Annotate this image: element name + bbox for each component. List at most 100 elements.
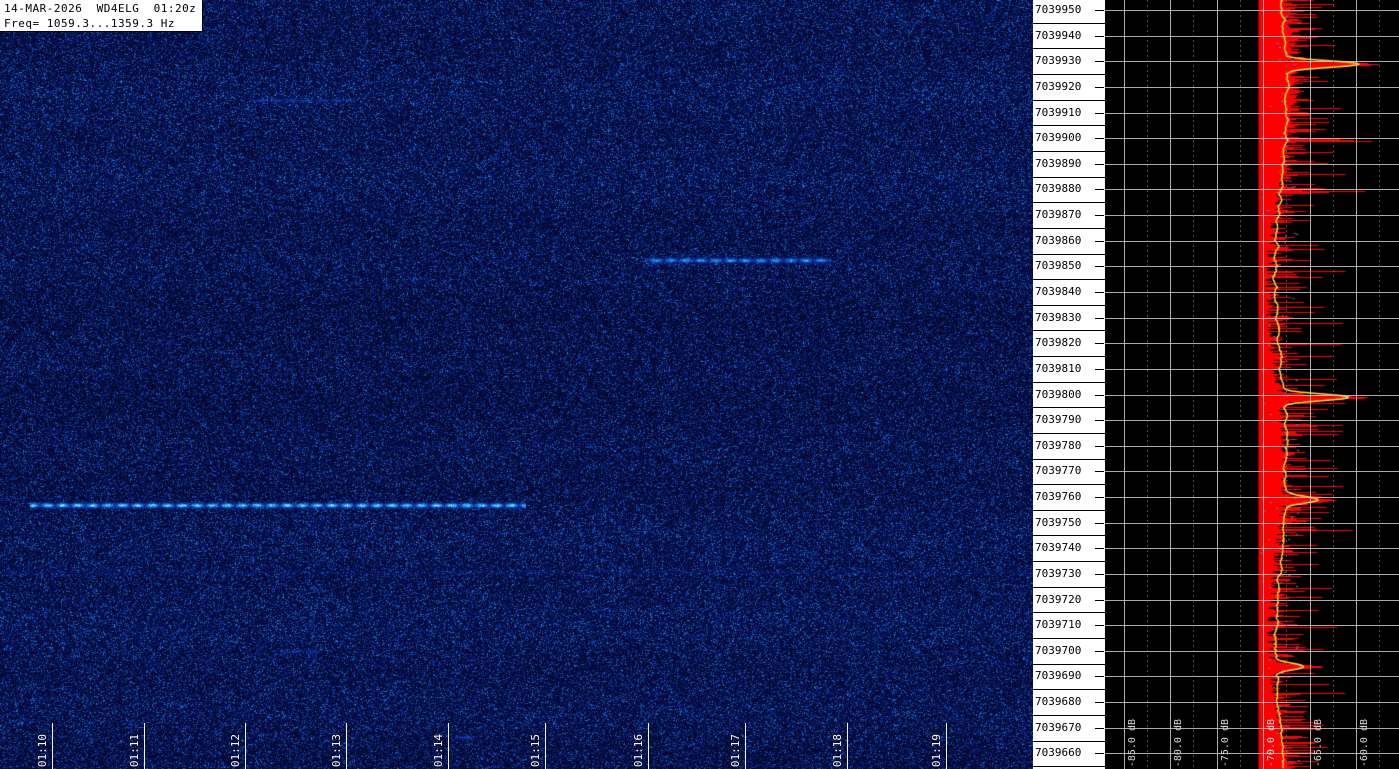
frequency-axis-label: 7039800 (1035, 387, 1082, 401)
spectrum-hgrid (1105, 164, 1399, 165)
frequency-tick-dash (1095, 650, 1104, 652)
frequency-axis-label: 7039880 (1035, 182, 1082, 196)
time-axis-label: 01:16 (632, 733, 645, 767)
frequency-axis-label: 7039750 (1035, 515, 1082, 529)
db-axis-label: -75.0 dB (1220, 718, 1231, 767)
frequency-row-separator (1033, 253, 1105, 255)
frequency-tick-dash (1095, 471, 1104, 473)
frequency-axis-label: 7039890 (1035, 156, 1082, 170)
frequency-tick-dash (1095, 163, 1104, 165)
frequency-axis-label: 7039700 (1035, 643, 1082, 657)
spectrum-hgrid (1105, 10, 1399, 11)
frequency-row-separator (1033, 279, 1105, 281)
spectrum-hgrid (1105, 548, 1399, 549)
spectrum-hgrid (1105, 87, 1399, 88)
spectrum-vgrid-minor (1286, 0, 1287, 769)
spectrum-vgrid-minor (1147, 0, 1148, 769)
time-axis-label: 01:18 (831, 733, 844, 767)
spectrum-vgrid-minor (1333, 0, 1334, 769)
spectrum-hgrid (1105, 728, 1399, 729)
time-tick (946, 723, 947, 769)
spectrum-hgrid (1105, 318, 1399, 319)
frequency-tick-dash (1095, 138, 1104, 140)
frequency-axis-label: 7039930 (1035, 54, 1082, 68)
spectrum-plot[interactable]: -85.0 dB -80.0 dB -75.0 dB -70.0 dB -65.0 dB… (1105, 0, 1399, 769)
spectrum-hgrid (1105, 266, 1399, 267)
spectrum-vgrid (1263, 0, 1264, 769)
frequency-row-separator (1033, 125, 1105, 127)
frequency-row-separator (1033, 356, 1105, 358)
spectrum-hgrid (1105, 369, 1399, 370)
frequency-axis-label: 7039730 (1035, 566, 1082, 580)
spectrum-hgrid (1105, 446, 1399, 447)
spectrum-hgrid (1105, 574, 1399, 575)
spectrum-hgrid (1105, 189, 1399, 190)
frequency-tick-dash (1095, 112, 1104, 114)
time-tick (545, 723, 546, 769)
db-axis-label: -70.0 dB (1266, 718, 1277, 767)
frequency-tick-dash (1095, 522, 1104, 524)
frequency-axis-label: 7039900 (1035, 131, 1082, 145)
spectrum-hgrid (1105, 651, 1399, 652)
spectrum-hgrid (1105, 523, 1399, 524)
frequency-row-separator (1033, 74, 1105, 76)
spectrum-hgrid (1105, 497, 1399, 498)
frequency-axis-label: 7039760 (1035, 490, 1082, 504)
spectrum-canvas[interactable] (1105, 0, 1399, 769)
frequency-tick-dash (1095, 420, 1104, 422)
time-axis-label: 01:11 (128, 733, 141, 767)
frequency-row-separator (1033, 484, 1105, 486)
spectrum-hgrid (1105, 241, 1399, 242)
spectrum-vgrid (1356, 0, 1357, 769)
frequency-row-separator (1033, 304, 1105, 306)
frequency-row-separator (1033, 663, 1105, 665)
frequency-axis-label: 7039790 (1035, 413, 1082, 427)
spectrum-vgrid (1310, 0, 1311, 769)
spectrum-hgrid (1105, 753, 1399, 754)
frequency-axis-strip: 7039950 7039940 7039930 7039920 7039910 70399… (1033, 0, 1105, 769)
time-tick (346, 723, 347, 769)
frequency-tick-dash (1095, 61, 1104, 63)
frequency-row-separator (1033, 561, 1105, 563)
time-axis-label: 01:12 (229, 733, 242, 767)
frequency-axis-label: 7039870 (1035, 208, 1082, 222)
frequency-row-separator (1033, 740, 1105, 742)
frequency-axis-label: 7039940 (1035, 28, 1082, 42)
waterfall-canvas[interactable] (0, 0, 1033, 769)
frequency-tick-dash (1095, 599, 1104, 601)
db-axis-label: -60.0 dB (1359, 718, 1370, 767)
time-tick (448, 723, 449, 769)
frequency-row-separator (1033, 586, 1105, 588)
frequency-tick-dash (1095, 291, 1104, 293)
spectrum-vgrid-minor (1193, 0, 1194, 769)
time-axis-label: 01:15 (529, 733, 542, 767)
time-axis-label: 01:14 (432, 733, 445, 767)
db-axis-label: -65.0 dB (1313, 718, 1324, 767)
frequency-row-separator (1033, 330, 1105, 332)
frequency-tick-dash (1095, 497, 1104, 499)
spectrum-hgrid (1105, 600, 1399, 601)
spectrum-vgrid (1170, 0, 1171, 769)
frequency-tick-dash (1095, 753, 1104, 755)
frequency-tick-dash (1095, 86, 1104, 88)
frequency-tick-dash (1095, 573, 1104, 575)
frequency-row-separator (1033, 766, 1105, 768)
frequency-row-separator (1033, 535, 1105, 537)
frequency-tick-dash (1095, 676, 1104, 678)
frequency-tick-dash (1095, 368, 1104, 370)
header-line-frequency: Freq= 1059.3...1359.3 Hz (4, 17, 175, 30)
spectrum-hgrid (1105, 61, 1399, 62)
frequency-tick-dash (1095, 240, 1104, 242)
spectrum-hgrid (1105, 343, 1399, 344)
spectrum-vgrid-minor (1379, 0, 1380, 769)
time-tick (648, 723, 649, 769)
frequency-axis-label: 7039710 (1035, 618, 1082, 632)
frequency-axis-label: 7039850 (1035, 259, 1082, 273)
frequency-row-separator (1033, 458, 1105, 460)
frequency-tick-dash (1095, 317, 1104, 319)
frequency-row-separator (1033, 432, 1105, 434)
frequency-tick-dash (1095, 189, 1104, 191)
spectrum-hgrid (1105, 395, 1399, 396)
waterfall-display[interactable]: 01:10 01:11 01:12 01:13 01:14 01:15 01:16 01:17… (0, 0, 1033, 769)
frequency-row-separator (1033, 227, 1105, 229)
